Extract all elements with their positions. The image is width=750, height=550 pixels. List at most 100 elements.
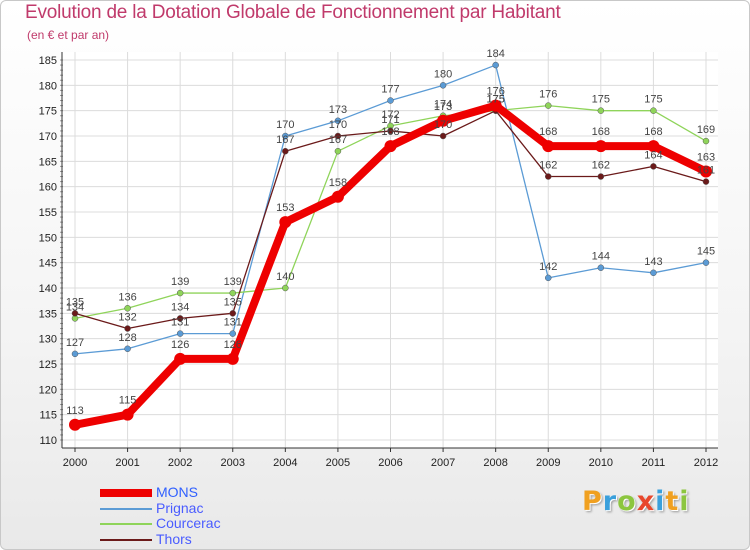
data-label-prignac: 170 — [276, 119, 294, 131]
data-point-thors — [282, 147, 289, 155]
chart-title: Evolution de la Dotation Globale de Fonc… — [25, 2, 561, 23]
logo-letter: t — [665, 486, 680, 517]
data-label-mons: 176 — [486, 86, 504, 98]
y-tick-label: 150 — [39, 232, 57, 244]
data-label-thors: 175 — [486, 94, 504, 106]
legend-label-mons: MONS — [156, 484, 198, 500]
data-point-thors — [387, 127, 394, 135]
data-point-mons — [542, 140, 555, 153]
data-label-courcerac: 139 — [224, 276, 242, 288]
y-tick-label: 180 — [39, 80, 57, 92]
x-tick-label: 2004 — [273, 457, 297, 469]
y-tick-label: 140 — [39, 283, 57, 295]
data-point-courcerac — [545, 102, 552, 109]
data-label-courcerac: 169 — [697, 124, 715, 136]
x-tick-label: 2001 — [115, 457, 139, 469]
y-tick-label: 170 — [39, 131, 57, 143]
data-label-thors: 162 — [592, 160, 610, 172]
data-point-mons — [226, 352, 239, 365]
data-point-thors — [334, 132, 342, 140]
data-label-mons: 168 — [592, 126, 610, 138]
x-tick-label: 2000 — [63, 457, 87, 469]
logo-letter: x — [636, 486, 656, 517]
legend-swatch-courcerac — [100, 523, 152, 525]
data-label-courcerac: 139 — [171, 276, 189, 288]
logo-letter: P — [582, 486, 603, 517]
data-point-prignac — [124, 345, 131, 353]
data-point-prignac — [492, 61, 499, 69]
data-label-prignac: 180 — [434, 68, 452, 80]
data-point-prignac — [439, 82, 447, 89]
x-tick-label: 2007 — [431, 457, 455, 469]
data-point-thors — [124, 325, 131, 332]
data-label-courcerac: 176 — [539, 89, 557, 101]
data-label-courcerac: 175 — [592, 94, 610, 106]
data-point-courcerac — [334, 147, 342, 155]
legend-swatch-thors — [100, 538, 152, 541]
x-tick-label: 2003 — [221, 457, 245, 469]
data-point-prignac — [334, 117, 342, 125]
legend-swatch-prignac — [100, 507, 152, 510]
logo-letter: i — [679, 486, 690, 517]
data-label-thors: 170 — [434, 119, 452, 131]
data-point-thors — [597, 173, 605, 180]
y-tick-label: 165 — [39, 156, 57, 168]
x-tick-label: 2011 — [642, 457, 666, 469]
data-label-mons: 113 — [66, 405, 84, 417]
proxiti-logo: Proxiti — [582, 486, 690, 517]
data-label-thors: 164 — [644, 149, 662, 161]
data-point-prignac — [71, 350, 79, 358]
data-label-mons: 168 — [381, 126, 399, 138]
data-label-mons: 168 — [644, 126, 662, 138]
data-label-mons: 115 — [119, 395, 137, 407]
data-point-mons — [279, 216, 292, 229]
y-tick-label: 160 — [39, 182, 57, 194]
data-point-courcerac — [282, 284, 289, 292]
logo-letter: o — [617, 486, 637, 517]
data-point-mons — [437, 114, 450, 127]
data-label-courcerac: 167 — [329, 134, 347, 146]
data-label-courcerac: 175 — [486, 94, 504, 106]
data-label-thors: 162 — [539, 160, 557, 172]
data-point-mons — [594, 140, 607, 153]
data-point-thors — [229, 310, 236, 317]
data-label-thors: 135 — [66, 296, 84, 308]
data-label-mons: 173 — [434, 101, 452, 113]
data-label-thors: 134 — [171, 301, 189, 313]
y-tick-label: 125 — [39, 359, 57, 371]
data-point-prignac — [229, 330, 236, 337]
data-label-thors: 170 — [329, 119, 347, 131]
data-point-courcerac — [124, 305, 131, 312]
legend-swatch-mons — [100, 489, 152, 497]
data-label-prignac: 184 — [486, 48, 504, 60]
data-label-prignac: 128 — [118, 332, 136, 344]
y-tick-label: 135 — [39, 308, 57, 320]
data-label-thors: 167 — [276, 134, 294, 146]
data-label-courcerac: 140 — [276, 271, 294, 283]
data-label-mons: 158 — [329, 177, 347, 189]
data-label-prignac: 145 — [697, 246, 715, 258]
data-point-thors — [702, 178, 710, 185]
data-point-courcerac — [597, 107, 605, 114]
y-tick-label: 120 — [39, 384, 57, 396]
data-point-thors — [176, 315, 184, 322]
data-point-mons — [647, 140, 660, 153]
y-tick-label: 185 — [39, 55, 57, 67]
y-tick-label: 155 — [39, 207, 57, 219]
x-tick-label: 2006 — [378, 457, 402, 469]
data-point-mons — [69, 418, 81, 431]
data-point-thors — [545, 173, 552, 180]
y-tick-label: 130 — [39, 334, 57, 346]
data-label-prignac: 143 — [644, 256, 662, 268]
data-label-mons: 126 — [224, 339, 242, 351]
data-label-courcerac: 172 — [381, 109, 399, 121]
y-tick-label: 145 — [39, 258, 57, 270]
data-point-thors — [71, 310, 79, 317]
data-point-mons — [489, 99, 502, 112]
data-point-courcerac — [229, 289, 236, 297]
data-label-courcerac: 136 — [118, 291, 136, 303]
data-label-thors: 161 — [697, 165, 715, 177]
logo-letter: i — [655, 486, 666, 517]
legend-label-courcerac: Courcerac — [156, 515, 221, 531]
